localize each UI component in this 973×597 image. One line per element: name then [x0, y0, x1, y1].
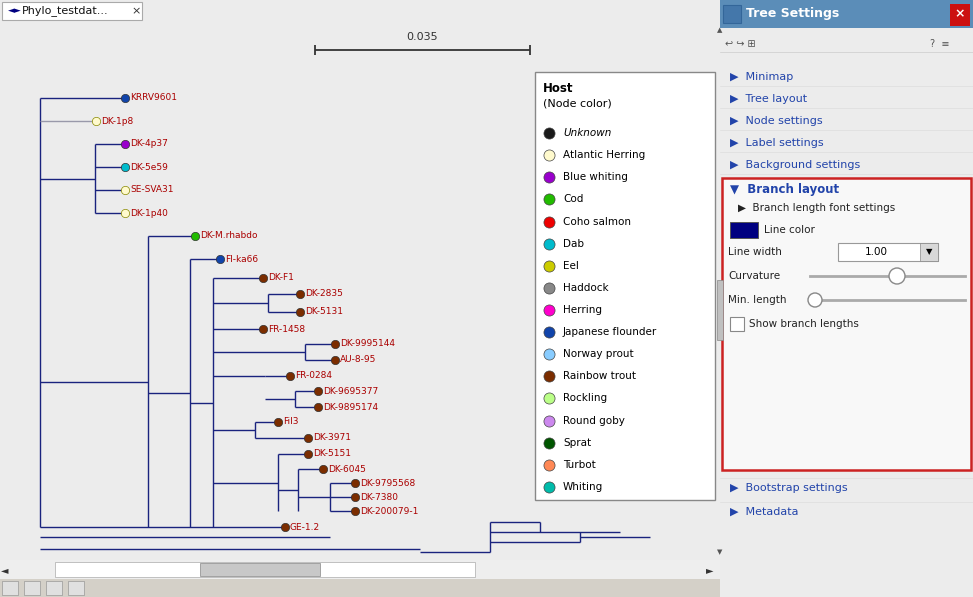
- Text: 1.00: 1.00: [865, 247, 888, 257]
- Text: Turbot: Turbot: [563, 460, 595, 470]
- Text: Fil3: Fil3: [283, 417, 299, 426]
- Text: DK-5131: DK-5131: [305, 307, 343, 316]
- Text: ▲: ▲: [717, 27, 723, 33]
- Text: Cod: Cod: [563, 195, 584, 204]
- Circle shape: [808, 293, 822, 307]
- Bar: [730, 222, 758, 238]
- Text: ▼: ▼: [717, 549, 723, 555]
- Text: DK-4p37: DK-4p37: [130, 140, 168, 149]
- Text: DK-9795568: DK-9795568: [360, 479, 415, 488]
- Text: ◄►: ◄►: [8, 7, 21, 16]
- Text: ◄: ◄: [1, 565, 9, 575]
- Text: DK-7380: DK-7380: [360, 493, 398, 501]
- Text: ▼  Branch layout: ▼ Branch layout: [730, 183, 839, 196]
- Bar: [46, 581, 62, 595]
- Text: ▶  Branch length font settings: ▶ Branch length font settings: [738, 203, 895, 213]
- Text: AU-8-95: AU-8-95: [340, 355, 377, 365]
- Text: Sprat: Sprat: [563, 438, 592, 448]
- Text: SE-SVA31: SE-SVA31: [130, 186, 173, 195]
- Text: ▶  Bootstrap settings: ▶ Bootstrap settings: [730, 483, 847, 493]
- Text: ►: ►: [706, 565, 714, 575]
- Text: DK-5e59: DK-5e59: [130, 162, 168, 171]
- Bar: [68, 581, 84, 595]
- Bar: [200, 563, 320, 576]
- Bar: [720, 0, 973, 28]
- Bar: [0, 560, 720, 579]
- Bar: [535, 72, 715, 500]
- Bar: [2, 581, 18, 595]
- Text: Phylo_testdat...: Phylo_testdat...: [22, 5, 109, 17]
- Bar: [24, 581, 40, 595]
- Text: Round goby: Round goby: [563, 416, 625, 426]
- Bar: [2, 2, 142, 20]
- Text: Dab: Dab: [563, 239, 584, 248]
- Text: Haddock: Haddock: [563, 283, 609, 293]
- Text: FR-0284: FR-0284: [295, 371, 332, 380]
- Text: DK-3971: DK-3971: [313, 433, 351, 442]
- Text: ▼: ▼: [925, 248, 932, 257]
- Text: FR-1458: FR-1458: [268, 325, 306, 334]
- Text: Japanese flounder: Japanese flounder: [563, 327, 657, 337]
- Text: Line width: Line width: [728, 247, 782, 257]
- Circle shape: [889, 268, 905, 284]
- Text: Coho salmon: Coho salmon: [563, 217, 631, 226]
- Text: ▶  Metadata: ▶ Metadata: [730, 507, 799, 517]
- Text: 0.035: 0.035: [407, 32, 438, 42]
- Bar: [950, 4, 970, 26]
- Bar: [55, 562, 475, 577]
- Text: DK-9895174: DK-9895174: [323, 402, 378, 411]
- Text: DK-M.rhabdo: DK-M.rhabdo: [200, 232, 258, 241]
- Text: Blue whiting: Blue whiting: [563, 173, 628, 182]
- Text: ▶  Background settings: ▶ Background settings: [730, 160, 860, 170]
- Text: ↩ ↪ ⊞: ↩ ↪ ⊞: [725, 39, 756, 49]
- Text: DK-9695377: DK-9695377: [323, 386, 378, 395]
- Text: Rockling: Rockling: [563, 393, 607, 404]
- Text: ?  ≡: ? ≡: [930, 39, 950, 49]
- Text: DK-1p8: DK-1p8: [101, 116, 133, 125]
- Bar: [838, 243, 938, 261]
- Bar: [717, 280, 723, 340]
- Text: DK-2835: DK-2835: [305, 290, 342, 298]
- Text: Curvature: Curvature: [728, 271, 780, 281]
- Text: ×: ×: [955, 8, 965, 20]
- Text: Show branch lengths: Show branch lengths: [749, 319, 859, 329]
- Text: DK-9995144: DK-9995144: [340, 340, 395, 349]
- Text: DK-1p40: DK-1p40: [130, 208, 168, 217]
- Text: Eel: Eel: [563, 261, 579, 271]
- Text: Host: Host: [543, 82, 573, 95]
- Bar: [730, 317, 744, 331]
- Text: Herring: Herring: [563, 305, 602, 315]
- Text: ▶  Tree layout: ▶ Tree layout: [730, 94, 808, 104]
- Text: KRRV9601: KRRV9601: [130, 94, 177, 103]
- Bar: [920, 243, 938, 261]
- Text: DK-6045: DK-6045: [328, 464, 366, 473]
- Text: Line color: Line color: [764, 225, 814, 235]
- Text: Unknown: Unknown: [563, 128, 611, 138]
- Bar: [723, 5, 741, 23]
- Text: ▶  Node settings: ▶ Node settings: [730, 116, 822, 126]
- Text: ▶  Label settings: ▶ Label settings: [730, 138, 823, 148]
- Text: DK-200079-1: DK-200079-1: [360, 506, 418, 515]
- Text: ▶  Minimap: ▶ Minimap: [730, 72, 793, 82]
- Text: DK-5151: DK-5151: [313, 450, 351, 458]
- Text: GE-1.2: GE-1.2: [290, 522, 320, 531]
- Text: ×: ×: [131, 6, 141, 16]
- Text: Tree Settings: Tree Settings: [746, 8, 840, 20]
- Bar: [722, 178, 971, 470]
- Text: (Node color): (Node color): [543, 98, 612, 108]
- Text: Whiting: Whiting: [563, 482, 603, 492]
- Text: Atlantic Herring: Atlantic Herring: [563, 150, 645, 160]
- Text: Norway prout: Norway prout: [563, 349, 633, 359]
- Text: DK-F1: DK-F1: [268, 273, 294, 282]
- Bar: [0, 579, 720, 597]
- Text: Min. length: Min. length: [728, 295, 786, 305]
- Text: FI-ka66: FI-ka66: [225, 254, 258, 263]
- Text: Rainbow trout: Rainbow trout: [563, 371, 636, 381]
